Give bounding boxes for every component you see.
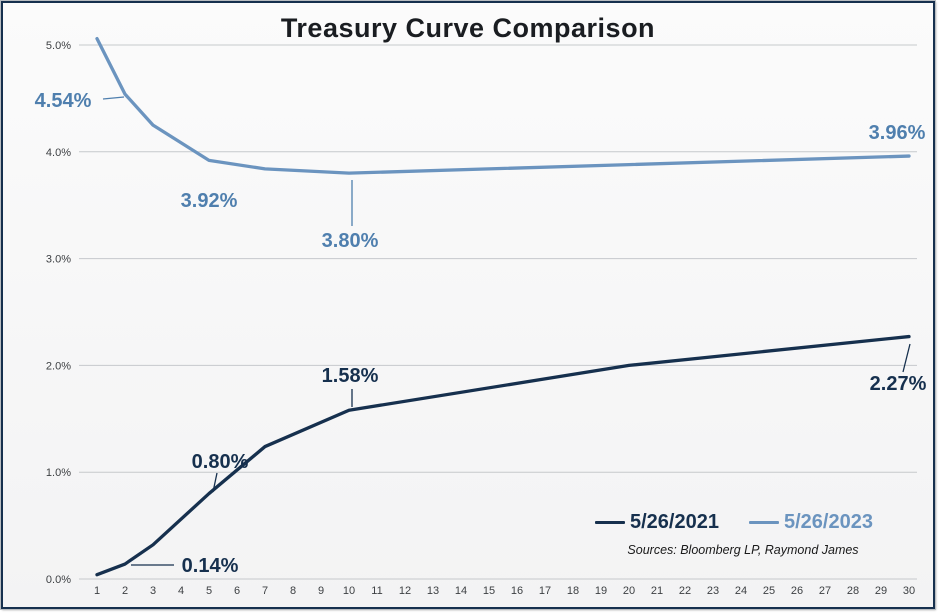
gridlines [79, 44, 917, 580]
svg-text:1: 1 [94, 585, 100, 597]
data-label: 3.80% [322, 230, 379, 252]
svg-text:10: 10 [343, 585, 355, 597]
source-note: Sources: Bloomberg LP, Raymond James [627, 543, 859, 557]
svg-text:23: 23 [707, 585, 719, 597]
svg-text:15: 15 [483, 585, 495, 597]
series-line [95, 36, 911, 175]
svg-text:3.0%: 3.0% [46, 254, 71, 266]
data-label: 2.27% [870, 373, 927, 395]
svg-text:2.0%: 2.0% [46, 360, 71, 372]
svg-text:24: 24 [735, 585, 747, 597]
data-label: 0.80% [192, 451, 249, 473]
data-label: 0.14% [182, 555, 239, 577]
svg-text:27: 27 [819, 585, 831, 597]
data-label: 3.96% [869, 122, 926, 144]
svg-text:12: 12 [399, 585, 411, 597]
treasury-curve-plot: 0.0%1.0%2.0%3.0%4.0%5.0%1 2 3 4 5 6 7 8 9 10 11 12 1… [35, 36, 927, 597]
series-lines [95, 36, 911, 577]
svg-text:14: 14 [455, 585, 467, 597]
svg-text:6: 6 [234, 585, 240, 597]
legend-item-2021: 5/26/2021 [595, 511, 719, 534]
svg-text:19: 19 [595, 585, 607, 597]
svg-text:5: 5 [206, 585, 212, 597]
svg-text:22: 22 [679, 585, 691, 597]
svg-text:29: 29 [875, 585, 887, 597]
data-label: 1.58% [322, 365, 379, 387]
svg-text:28: 28 [847, 585, 859, 597]
svg-text:20: 20 [623, 585, 635, 597]
legend-item-2023: 5/26/2023 [748, 511, 873, 534]
svg-text:4: 4 [178, 585, 184, 597]
svg-text:9: 9 [318, 585, 324, 597]
annotations: 4.54% 3.92% 3.80% 3.96% 1.58% 0.80% 0.14% 2.27% [35, 90, 927, 577]
svg-text:2: 2 [122, 585, 128, 597]
legend-label-2021: 5/26/2021 [630, 511, 719, 533]
svg-text:7: 7 [262, 585, 268, 597]
svg-text:0.0%: 0.0% [46, 574, 71, 586]
line-swatch-2021-icon [595, 521, 625, 524]
legend-label-2023: 5/26/2023 [783, 511, 873, 533]
svg-text:21: 21 [651, 585, 663, 597]
svg-text:8: 8 [290, 585, 296, 597]
svg-text:11: 11 [371, 585, 382, 597]
svg-text:17: 17 [539, 585, 551, 597]
svg-text:26: 26 [791, 585, 803, 597]
legend: 5/26/2021 5/26/2023 [595, 511, 873, 534]
svg-text:30: 30 [903, 585, 915, 597]
svg-text:18: 18 [567, 585, 579, 597]
svg-text:4.0%: 4.0% [46, 147, 71, 159]
data-label: 3.92% [181, 190, 238, 212]
svg-text:16: 16 [511, 585, 523, 597]
series-line [95, 334, 911, 577]
svg-text:1.0%: 1.0% [46, 467, 71, 479]
svg-text:3: 3 [150, 585, 156, 597]
svg-text:25: 25 [763, 585, 775, 597]
chart-title: Treasury Curve Comparison [280, 13, 656, 43]
svg-text:13: 13 [427, 585, 439, 597]
svg-text:5.0%: 5.0% [46, 40, 71, 52]
line-swatch-2023-icon [748, 521, 779, 524]
data-label: 4.54% [35, 90, 92, 112]
axis-tick-labels: 0.0%1.0%2.0%3.0%4.0%5.0%1 2 3 4 5 6 7 8 9 10 11 12 1… [46, 40, 915, 597]
